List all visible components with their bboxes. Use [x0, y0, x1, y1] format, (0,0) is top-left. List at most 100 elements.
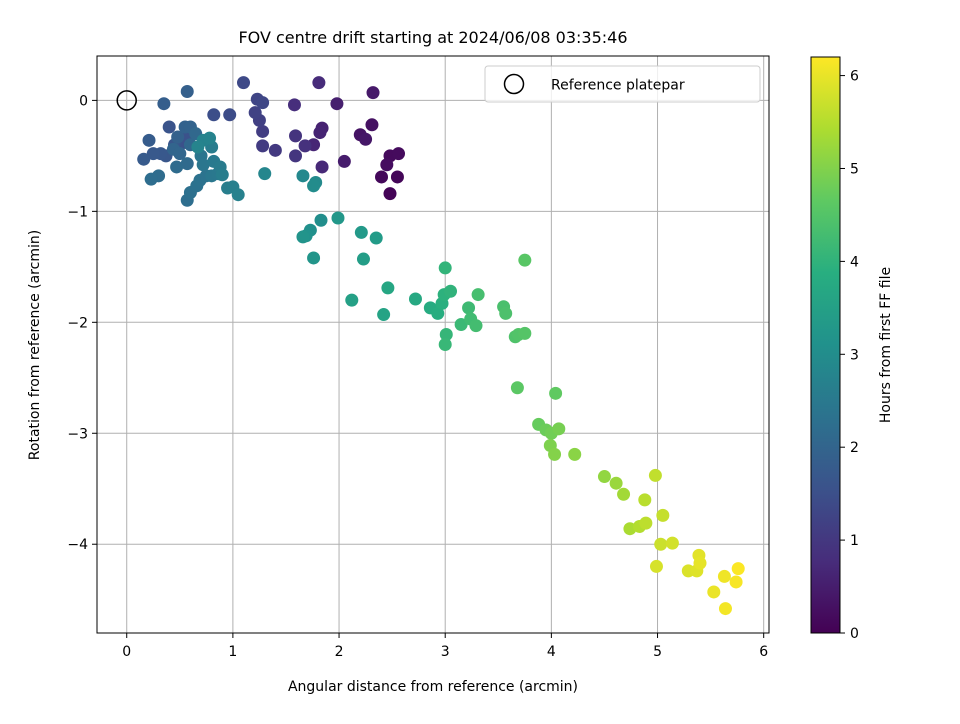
data-point	[369, 231, 383, 245]
data-point	[256, 96, 270, 110]
data-point	[380, 158, 394, 172]
x-tick-label: 2	[335, 644, 344, 660]
data-point	[173, 147, 187, 161]
data-point	[648, 468, 662, 482]
data-point	[649, 559, 663, 573]
data-point	[438, 338, 452, 351]
data-point	[510, 381, 524, 395]
data-point	[693, 556, 707, 570]
data-point	[162, 120, 176, 134]
data-point	[223, 108, 237, 122]
data-point	[617, 487, 631, 501]
x-tick-label: 4	[547, 644, 556, 660]
data-point	[568, 447, 582, 461]
data-point	[231, 188, 245, 202]
data-point	[191, 140, 205, 154]
legend-open-circle-icon	[503, 73, 525, 95]
data-point	[298, 139, 312, 153]
data-point	[438, 261, 452, 275]
plot-frame	[96, 55, 770, 634]
data-point	[444, 284, 458, 298]
data-point	[196, 158, 210, 172]
y-tick-label: 0	[79, 93, 88, 109]
data-point	[548, 447, 562, 461]
data-point	[157, 97, 171, 111]
x-axis-label: Angular distance from reference (arcmin)	[288, 679, 578, 695]
y-axis-ticks: 0 −1 −2 −3 −4	[67, 93, 97, 553]
data-point	[237, 76, 251, 90]
data-point	[307, 251, 321, 265]
y-tick-label: −1	[67, 204, 88, 220]
colorbar-tick-label: 5	[850, 161, 859, 177]
data-point	[597, 470, 611, 484]
data-point	[518, 253, 532, 267]
legend-label: Reference platepar	[551, 78, 685, 94]
data-point	[549, 386, 563, 400]
data-point	[203, 131, 217, 145]
data-point	[142, 133, 156, 147]
data-point	[462, 301, 476, 315]
data-point	[180, 85, 194, 99]
colorbar-tick-label: 4	[850, 254, 859, 270]
legend: Reference platepar	[484, 65, 761, 103]
data-point	[296, 230, 310, 244]
data-point	[366, 86, 380, 100]
data-point	[356, 252, 370, 266]
data-point	[312, 76, 326, 90]
data-point	[315, 160, 329, 174]
x-tick-label: 1	[228, 644, 237, 660]
data-point	[717, 569, 731, 583]
data-point	[552, 422, 566, 436]
data-point	[391, 147, 405, 161]
data-point	[180, 157, 194, 171]
data-point	[287, 98, 301, 112]
data-point	[381, 281, 395, 295]
x-tick-label: 0	[122, 644, 131, 660]
data-point	[665, 536, 679, 550]
data-point	[289, 129, 303, 143]
data-point	[639, 516, 653, 530]
data-point	[330, 97, 344, 111]
data-point	[609, 476, 623, 490]
y-tick-label: −4	[67, 537, 88, 553]
colorbar-tick-label: 2	[850, 440, 859, 456]
grid	[97, 56, 769, 633]
data-point	[289, 149, 303, 163]
data-point	[454, 318, 468, 332]
colorbar-label: Hours from first FF file	[878, 267, 894, 423]
data-point	[354, 225, 368, 239]
data-point	[731, 562, 745, 576]
data-point	[439, 328, 453, 342]
data-point	[137, 152, 151, 166]
data-point	[337, 154, 351, 168]
y-tick-label: −2	[67, 315, 88, 331]
data-point	[313, 126, 327, 140]
data-point	[638, 493, 652, 507]
data-point	[296, 169, 310, 183]
data-point	[431, 306, 445, 320]
data-point	[408, 292, 422, 306]
y-tick-label: −3	[67, 426, 88, 442]
data-point	[654, 537, 668, 551]
data-point	[248, 106, 262, 120]
data-point	[729, 575, 743, 589]
data-point	[718, 602, 732, 616]
data-point	[170, 160, 184, 174]
reference-platepar-marker	[116, 90, 137, 111]
data-point	[258, 167, 272, 181]
data-point	[469, 319, 483, 333]
data-point	[144, 172, 158, 186]
x-tick-label: 5	[653, 644, 662, 660]
data-point	[345, 293, 359, 307]
data-point	[256, 124, 270, 138]
x-axis-ticks: 0 1 2 3 4 5 6	[122, 633, 768, 660]
data-point	[390, 170, 404, 184]
data-point	[656, 508, 670, 522]
y-axis-label: Rotation from reference (arcmin)	[27, 230, 43, 460]
data-point	[146, 147, 160, 161]
data-point	[518, 326, 532, 340]
data-points	[137, 76, 745, 616]
data-point	[314, 213, 328, 227]
colorbar-tick-label: 6	[850, 69, 859, 85]
